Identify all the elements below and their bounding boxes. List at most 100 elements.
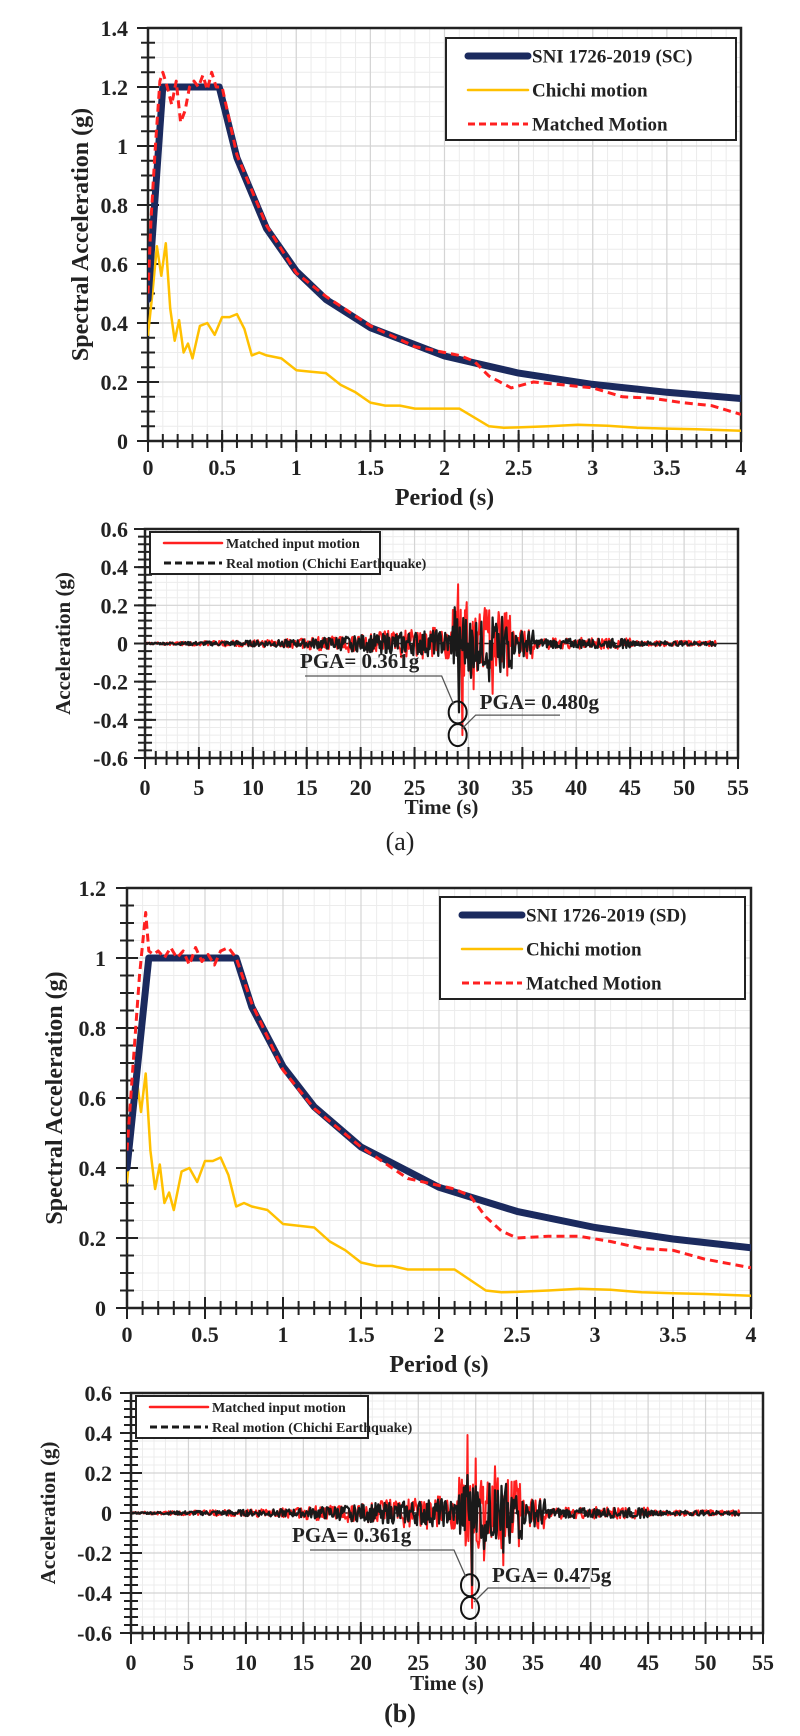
x-tick-label: 25 <box>404 775 426 800</box>
series-line-real-motion-chichi-earthquake- <box>145 606 718 714</box>
y-tick-label: 0.2 <box>79 1226 107 1251</box>
legend: SNI 1726-2019 (SC) Chichi motion Matched M… <box>445 37 737 141</box>
y-tick-label: 0.2 <box>101 593 129 618</box>
pga-marker-circle <box>447 723 468 748</box>
legend: SNI 1726-2019 (SD) Chichi motion Matched M… <box>439 896 746 1000</box>
x-tick-label: 2.5 <box>505 455 533 480</box>
pga-leader-line <box>461 714 560 730</box>
x-tick-label: 40 <box>580 1650 602 1675</box>
x-tick-label: 2 <box>434 1322 445 1347</box>
y-tick-label: 0.6 <box>79 1086 107 1111</box>
x-axis-title: Time (s) <box>405 795 479 819</box>
legend-label: Chichi motion <box>526 940 642 961</box>
x-tick-label: 55 <box>727 775 749 800</box>
x-tick-label: 3 <box>587 455 598 480</box>
y-tick-label: 0.2 <box>101 370 129 395</box>
x-tick-label: 1 <box>291 455 302 480</box>
y-tick-label: -0.2 <box>77 1541 112 1566</box>
legend-box <box>149 531 381 575</box>
y-tick-label: 0 <box>117 632 128 657</box>
x-tick-label: 4 <box>736 455 747 480</box>
x-tick-label: 0 <box>143 455 154 480</box>
x-axis-title: Time (s) <box>410 1671 484 1695</box>
y-tick-label: 0.6 <box>101 517 129 542</box>
y-tick-label: 0 <box>95 1296 106 1321</box>
x-tick-label: 10 <box>235 1650 257 1675</box>
caption-a: (a) <box>386 827 415 856</box>
x-tick-label: 1 <box>278 1322 289 1347</box>
x-tick-label: 35 <box>522 1650 544 1675</box>
pga-leader-line <box>305 675 455 705</box>
x-tick-label: 5 <box>183 1650 194 1675</box>
x-tick-label: 50 <box>695 1650 717 1675</box>
legend: Matched input motion Real motion (Chichi … <box>149 531 427 575</box>
series-line-sni-1726-2019-sc- <box>148 83 741 402</box>
chart-b-response-spectrum: 0 0.5 1 1.5 2 2.5 3 3.5 4 0 0.2 0.4 0.6 0.8 1 1.2 Period… <box>42 876 757 1378</box>
y-tick-label: 0.2 <box>85 1461 113 1486</box>
y-tick-label: -0.6 <box>93 746 128 771</box>
x-tick-label: 20 <box>350 775 372 800</box>
legend-label: Real motion (Chichi Earthquake) <box>212 1421 413 1436</box>
y-tick-label: 1.2 <box>101 75 129 100</box>
x-tick-label: 4 <box>746 1322 757 1347</box>
plot-series <box>127 911 751 1298</box>
x-tick-label: 10 <box>242 775 264 800</box>
legend: Matched input motion Real motion (Chichi … <box>135 1395 413 1439</box>
x-tick-label: 0 <box>122 1322 133 1347</box>
series-line-chichi-motion <box>148 242 741 432</box>
y-tick-label: 0.8 <box>101 193 129 218</box>
x-tick-label: 2.5 <box>503 1322 531 1347</box>
chart-a-response-spectrum: 0 0.5 1 1.5 2 2.5 3 3.5 4 0 0.2 0.4 0.6 0.8 1 1.2 1.4 Per… <box>68 16 747 511</box>
y-tick-label: 0.4 <box>101 555 129 580</box>
plot-series <box>131 1434 741 1609</box>
y-tick-label: 1 <box>95 946 106 971</box>
x-tick-label: 3 <box>590 1322 601 1347</box>
legend-label: Chichi motion <box>532 81 648 102</box>
axes <box>116 887 752 1319</box>
y-tick-label: 1.4 <box>101 16 129 41</box>
y-axis-title: Spectral Acceleration (g) <box>68 108 94 361</box>
pga-label-real: PGA= 0.361g <box>292 1523 412 1547</box>
x-tick-label: 25 <box>407 1650 429 1675</box>
x-tick-label: 40 <box>565 775 587 800</box>
legend-label: Matched Motion <box>526 974 662 995</box>
series-line-real-motion-chichi-earthquake- <box>131 1473 741 1587</box>
x-tick-label: 0.5 <box>208 455 236 480</box>
legend-label: SNI 1726-2019 (SC) <box>532 47 692 68</box>
y-axis-title: Spectral Acceleration (g) <box>42 971 68 1224</box>
x-tick-label: 45 <box>637 1650 659 1675</box>
y-tick-label: 0.4 <box>101 311 129 336</box>
legend-label: Matched input motion <box>226 537 360 552</box>
chart-b-time-history: 0 5 10 15 20 25 30 35 40 45 50 55 -0.6 -0.4 -0.2 0 0.2 0.… <box>36 1381 774 1695</box>
x-tick-label: 2 <box>439 455 450 480</box>
x-tick-label: 0 <box>140 775 151 800</box>
legend-label: Matched Motion <box>532 115 668 136</box>
y-tick-label: -0.6 <box>77 1621 112 1646</box>
x-tick-label: 3.5 <box>653 455 681 480</box>
y-tick-label: 1.2 <box>79 876 107 901</box>
legend-box <box>135 1395 369 1439</box>
legend-label: Real motion (Chichi Earthquake) <box>226 557 427 572</box>
x-tick-label: 20 <box>350 1650 372 1675</box>
y-axis-title: Acceleration (g) <box>36 1442 60 1585</box>
x-tick-label: 0.5 <box>191 1322 219 1347</box>
legend-label: SNI 1726-2019 (SD) <box>526 906 686 927</box>
y-tick-label: 0.8 <box>79 1016 107 1041</box>
x-tick-label: 0 <box>126 1650 137 1675</box>
x-tick-label: 1.5 <box>347 1322 375 1347</box>
x-axis-title: Period (s) <box>389 1352 488 1378</box>
x-axis-title: Period (s) <box>395 485 494 511</box>
legend-label: Matched input motion <box>212 1401 346 1416</box>
x-tick-label: 3.5 <box>659 1322 687 1347</box>
pga-label-real: PGA= 0.361g <box>300 649 420 673</box>
y-tick-label: 1 <box>117 134 128 159</box>
plot-series <box>145 583 718 737</box>
y-tick-label: 0.6 <box>101 252 129 277</box>
pga-leader-line <box>310 1549 467 1578</box>
x-tick-label: 15 <box>292 1650 314 1675</box>
y-tick-label: 0 <box>101 1501 112 1526</box>
pga-leader-line <box>473 1587 590 1603</box>
x-tick-label: 15 <box>296 775 318 800</box>
series-line-matched-motion <box>127 911 751 1270</box>
